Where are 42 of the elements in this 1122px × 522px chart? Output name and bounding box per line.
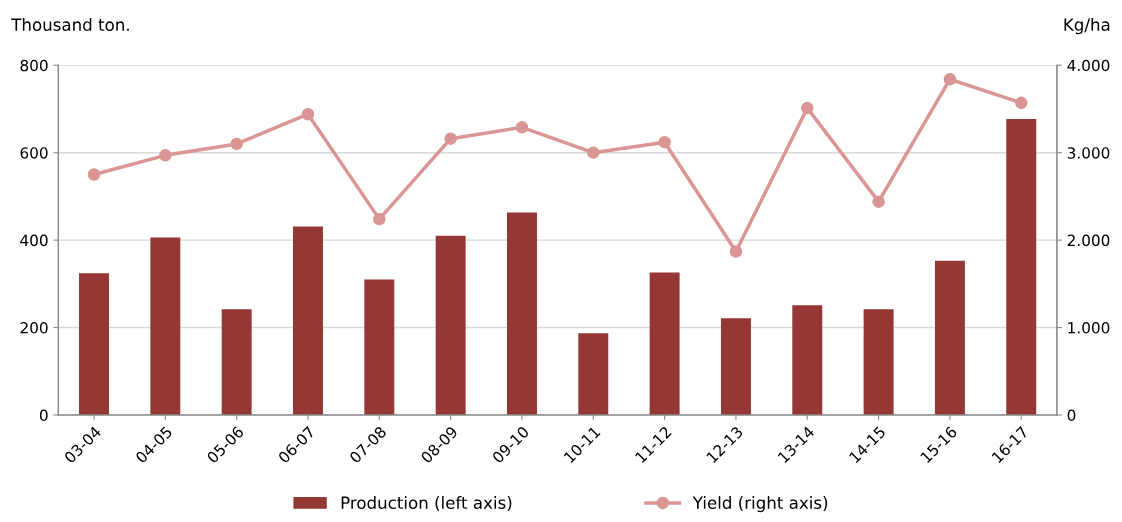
y2-tick-label: 0 — [1067, 409, 1076, 422]
point — [159, 149, 172, 162]
y-tick-label: 400 — [20, 234, 48, 247]
point — [729, 245, 743, 258]
y-tick-label: 600 — [20, 147, 48, 159]
bar — [364, 279, 395, 415]
y-axis-title: Thousand ton. — [11, 18, 129, 31]
y2-axis-title: Kg/ha — [1064, 18, 1110, 35]
point — [658, 135, 671, 149]
bar — [221, 309, 252, 415]
bar — [79, 273, 109, 415]
bar — [293, 226, 323, 415]
y2-tick-label: 4.000 — [1067, 59, 1110, 72]
y-tick-label: 800 — [20, 59, 48, 72]
bar — [720, 318, 751, 415]
point — [373, 212, 386, 226]
legend-label: Production (left axis) — [341, 496, 512, 511]
point — [444, 132, 457, 145]
bar — [506, 212, 537, 415]
y2-tick-label: 3.000 — [1067, 147, 1110, 159]
point — [87, 168, 101, 181]
point — [1015, 96, 1028, 110]
bar — [649, 272, 680, 415]
bar — [578, 333, 609, 415]
bar — [435, 235, 466, 415]
legend-label: Yield (right axis) — [692, 496, 828, 513]
point — [872, 195, 885, 208]
y2-tick-label: 1.000 — [1068, 322, 1110, 334]
point — [587, 146, 600, 159]
y-tick-label: 0 — [39, 409, 48, 422]
point — [301, 107, 315, 121]
y2-tick-label: 2.000 — [1067, 234, 1110, 247]
bar — [1006, 119, 1037, 415]
bar — [863, 309, 894, 415]
bar — [792, 305, 823, 415]
point — [943, 72, 957, 86]
point — [801, 101, 814, 115]
y-tick-label: 200 — [20, 322, 48, 334]
bar — [934, 260, 965, 415]
point — [230, 137, 243, 151]
point — [515, 121, 529, 134]
bar — [150, 237, 181, 415]
